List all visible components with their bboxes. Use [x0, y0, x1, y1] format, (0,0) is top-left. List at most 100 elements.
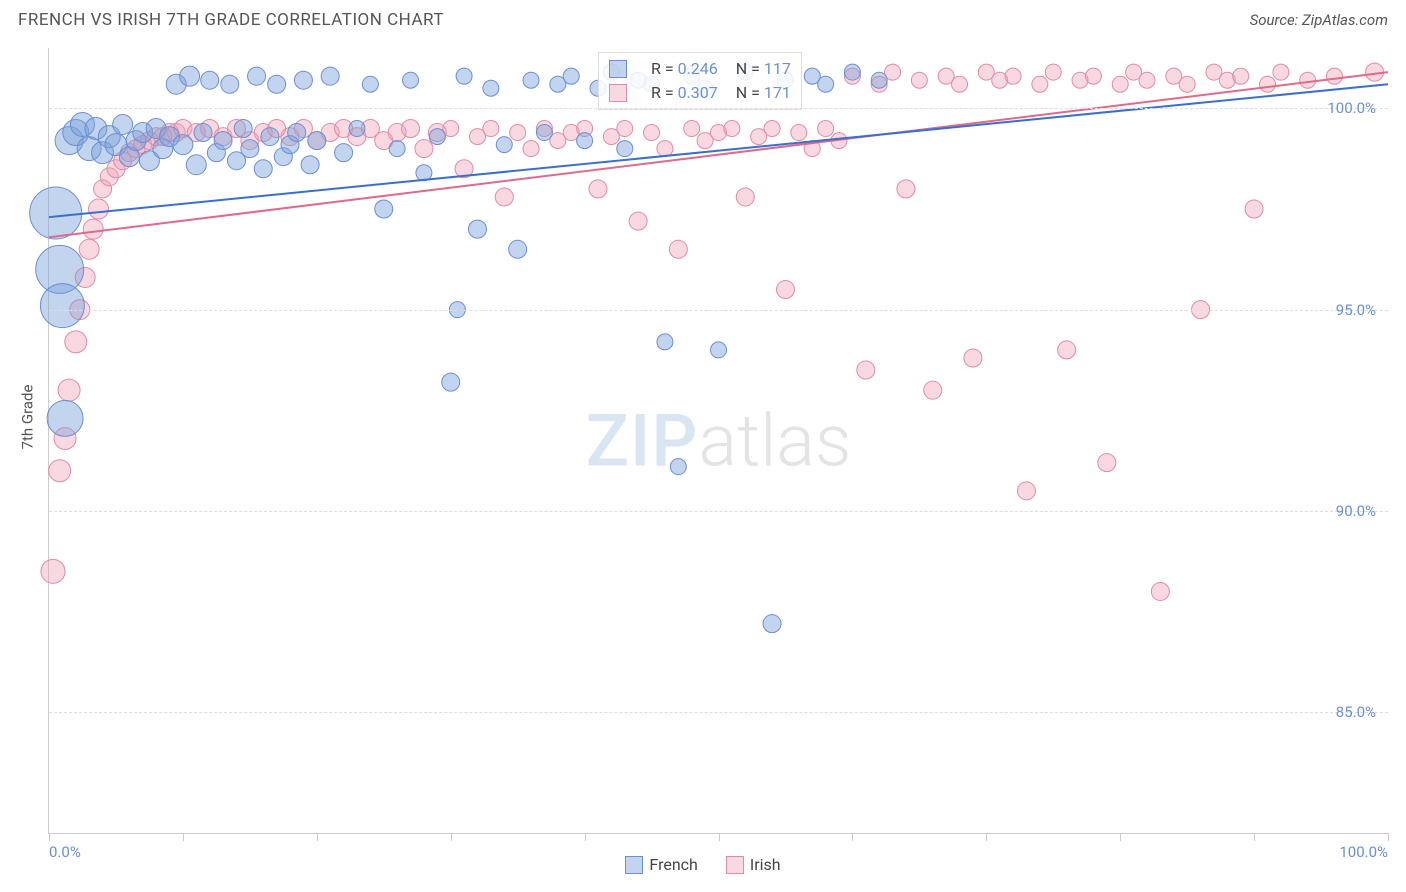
stats-swatch-irish — [609, 84, 627, 102]
data-point — [308, 132, 326, 150]
data-point — [201, 71, 219, 89]
x-tick — [1120, 833, 1121, 841]
data-point — [173, 135, 193, 155]
legend-label-irish: Irish — [750, 855, 781, 874]
data-point — [1017, 482, 1035, 500]
data-point — [711, 342, 727, 358]
data-point — [818, 121, 834, 137]
gridline — [49, 310, 1388, 311]
x-tick — [317, 833, 318, 841]
data-point — [415, 140, 433, 158]
x-tick — [1388, 833, 1389, 841]
data-point — [349, 121, 365, 137]
stats-row-irish: R = 0.307 N = 171 — [609, 81, 791, 105]
data-point — [617, 141, 633, 157]
data-point — [763, 615, 781, 633]
data-point — [40, 284, 84, 328]
data-point — [301, 156, 319, 174]
data-point — [857, 361, 875, 379]
data-point — [47, 400, 83, 436]
data-point — [871, 72, 887, 88]
stats-n-french: N = 117 — [736, 57, 791, 81]
data-point — [952, 76, 968, 92]
data-point — [442, 373, 460, 391]
data-point — [684, 121, 700, 137]
data-point — [335, 144, 353, 162]
legend-label-french: French — [649, 855, 697, 874]
data-point — [194, 124, 212, 142]
data-point — [1032, 76, 1048, 92]
data-point — [1098, 454, 1116, 472]
x-tick — [183, 833, 184, 841]
data-point — [1139, 72, 1155, 88]
chart-header: FRENCH VS IRISH 7TH GRADE CORRELATION CH… — [0, 0, 1406, 36]
x-tick — [852, 833, 853, 841]
y-tick-label: 90.0% — [1336, 502, 1376, 520]
stats-n-irish: N = 171 — [736, 81, 791, 105]
chart-title: FRENCH VS IRISH 7TH GRADE CORRELATION CH… — [18, 10, 444, 30]
data-point — [483, 80, 499, 96]
data-point — [495, 188, 513, 206]
data-point — [818, 76, 834, 92]
gridline — [49, 108, 1388, 109]
data-point — [964, 349, 982, 367]
data-point — [241, 140, 259, 158]
data-point — [523, 141, 539, 157]
data-point — [510, 125, 526, 141]
stats-r-irish: R = 0.307 — [651, 81, 718, 105]
chart-source: Source: ZipAtlas.com — [1250, 11, 1388, 29]
data-point — [1045, 64, 1061, 80]
gridline — [49, 511, 1388, 512]
data-point — [83, 219, 103, 239]
data-point — [268, 75, 286, 93]
x-tick — [719, 833, 720, 841]
data-point — [791, 125, 807, 141]
y-tick-label: 85.0% — [1336, 703, 1376, 721]
x-tick — [49, 833, 50, 841]
data-point — [362, 76, 378, 92]
data-point — [724, 121, 740, 137]
data-point — [669, 240, 687, 258]
data-point — [536, 125, 552, 141]
data-point — [402, 120, 420, 138]
stats-r-french: R = 0.246 — [651, 57, 718, 81]
plot-svg — [49, 48, 1388, 833]
y-tick-label: 100.0% — [1327, 99, 1376, 117]
data-point — [670, 459, 686, 475]
data-point — [617, 121, 633, 137]
data-point — [30, 187, 82, 239]
data-point — [79, 239, 99, 259]
x-tick — [585, 833, 586, 841]
y-axis-label-container: 7th Grade — [12, 0, 42, 834]
data-point — [1233, 68, 1249, 84]
data-point — [496, 137, 512, 153]
data-point — [764, 121, 780, 137]
data-point — [644, 125, 660, 141]
data-point — [1005, 68, 1021, 84]
data-point — [89, 199, 109, 219]
data-point — [288, 124, 306, 142]
data-point — [657, 334, 673, 350]
legend-item-irish: Irish — [726, 855, 781, 874]
data-point — [321, 67, 339, 85]
x-tick — [986, 833, 987, 841]
data-point — [1245, 200, 1263, 218]
data-point — [1085, 68, 1101, 84]
data-point — [563, 68, 579, 84]
data-point — [65, 331, 87, 353]
data-point — [58, 379, 80, 401]
data-point — [1300, 72, 1316, 88]
data-point — [1259, 76, 1275, 92]
data-point — [456, 68, 472, 84]
data-point — [261, 128, 279, 146]
data-point — [41, 559, 65, 583]
data-point — [657, 141, 673, 157]
data-point — [1112, 76, 1128, 92]
data-point — [294, 71, 312, 89]
data-point — [49, 460, 71, 482]
x-tick — [1254, 833, 1255, 841]
chart-plot-area: ZIPatlas R = 0.246N = 117R = 0.307N = 17… — [48, 48, 1388, 834]
data-point — [113, 114, 133, 134]
data-point — [1151, 582, 1169, 600]
data-point — [483, 121, 499, 137]
